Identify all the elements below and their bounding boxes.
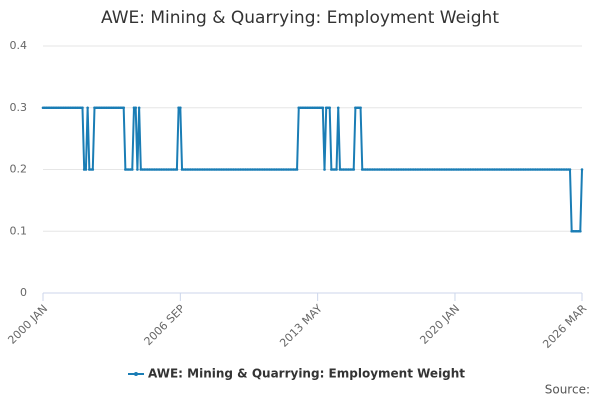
legend-marker [134, 372, 138, 376]
x-tick-label: 2000 JAN [5, 302, 50, 347]
data-point [328, 106, 331, 110]
x-tick-label: 2013 MAY [277, 302, 325, 350]
data-point [84, 168, 88, 171]
data-point [578, 229, 582, 233]
data-point [335, 168, 338, 171]
x-tick-label: 2006 SEP [142, 302, 188, 348]
legend-label: AWE: Mining & Quarrying: Employment Weig… [148, 367, 465, 381]
data-point [179, 106, 182, 110]
y-tick-label: 0.2 [10, 163, 28, 176]
data-point [137, 106, 141, 110]
data-point [91, 168, 95, 171]
x-tick-label: 2020 JAN [417, 302, 462, 347]
y-tick-label: 0.4 [10, 39, 28, 52]
data-point [336, 106, 340, 110]
data-point [580, 168, 584, 171]
data-point [81, 106, 84, 110]
data-point [136, 168, 139, 171]
data-point [122, 106, 125, 110]
x-tick-label: 2026 MAR [540, 302, 589, 351]
data-point [568, 168, 572, 171]
data-point [86, 106, 89, 110]
data-point [295, 168, 299, 171]
source: Source: [545, 383, 590, 397]
data-point [321, 106, 325, 110]
data-point [134, 106, 137, 110]
data-point [323, 168, 326, 171]
data-point [352, 168, 355, 171]
data-point [175, 168, 179, 171]
data-point [130, 168, 134, 171]
chart-title: AWE: Mining & Quarrying: Employment Weig… [101, 8, 499, 28]
y-tick-label: 0 [20, 286, 27, 299]
y-tick-label: 0.3 [10, 101, 28, 114]
y-tick-label: 0.1 [10, 224, 28, 237]
data-point [359, 106, 362, 110]
